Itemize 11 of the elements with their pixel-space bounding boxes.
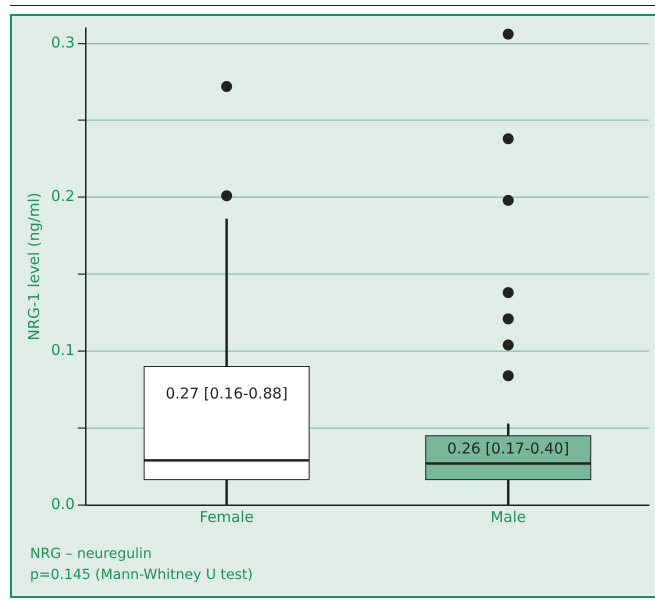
y-axis-title: NRG-1 level (ng/ml) — [24, 192, 43, 340]
text: NRG – neuregulin — [30, 545, 153, 564]
y-tick-label: 0.2 — [50, 187, 75, 206]
x-tick-label: Male — [490, 508, 526, 526]
y-tick-label: 0.3 — [50, 33, 75, 52]
annotation: 0.26 [0.17-0.40] — [447, 439, 570, 458]
x-tick-label: Female — [200, 508, 254, 526]
y-tick-label: 0.0 — [50, 494, 75, 513]
y-tick-label: 0.1 — [50, 341, 75, 360]
text: p=0.145 (Mann-Whitney U test) — [30, 566, 253, 585]
annotation: 0.27 [0.16-0.88] — [166, 384, 288, 402]
